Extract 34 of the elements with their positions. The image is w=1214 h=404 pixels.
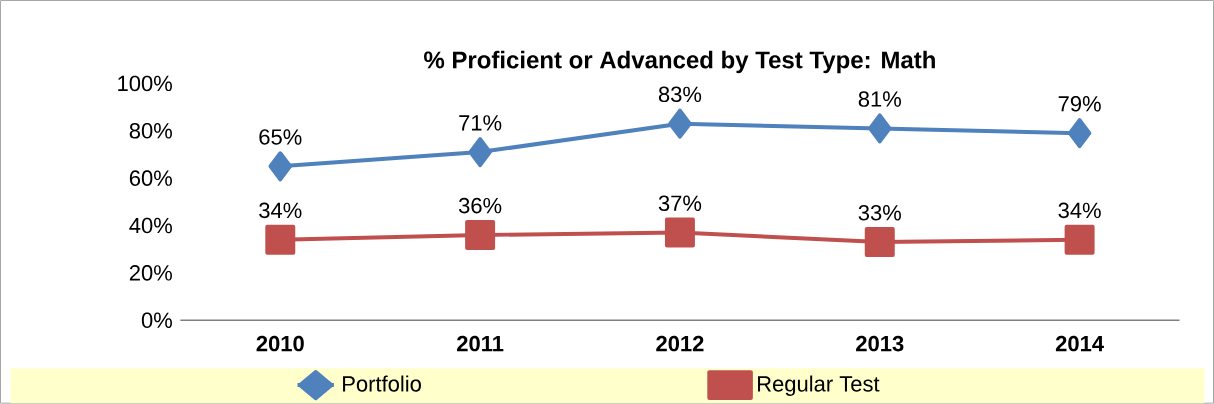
y-tick-label: 20% — [129, 265, 172, 281]
data-label: 65% — [259, 129, 302, 145]
y-tick-label: 60% — [129, 170, 172, 187]
point — [1067, 118, 1092, 149]
x-tick-label: 2014 — [1055, 335, 1104, 352]
point — [268, 151, 293, 182]
y-tick-label: 0% — [141, 312, 172, 329]
data-label: 37% — [658, 195, 702, 212]
data-label: 34% — [259, 202, 302, 219]
data-label: 81% — [858, 91, 901, 108]
legend-label: Regular Test — [758, 375, 880, 397]
point — [864, 227, 895, 258]
x-tick-label: 2013 — [856, 335, 904, 352]
x-tick-label: 2011 — [457, 335, 504, 352]
data-label: 79% — [1058, 96, 1101, 112]
y-tick-label: 80% — [129, 123, 172, 139]
point — [868, 113, 892, 144]
legend-label: Portfolio — [343, 375, 421, 392]
x-tick-label: 2012 — [656, 335, 704, 352]
point — [265, 224, 296, 255]
y-tick-label: 100% — [118, 75, 172, 92]
chart-title: % Proficient or Advanced by Test Type: Math — [424, 50, 935, 74]
point — [468, 137, 492, 168]
point — [465, 220, 496, 251]
x-tick-label: 2010 — [256, 335, 304, 352]
point — [664, 217, 695, 248]
data-label: 83% — [658, 86, 702, 103]
data-label: 36% — [458, 198, 502, 214]
point — [668, 108, 692, 139]
data-label: 34% — [1058, 202, 1101, 219]
y-tick-label: 40% — [129, 217, 172, 234]
data-label: 71% — [459, 115, 502, 131]
data-label: 33% — [858, 205, 901, 221]
point — [1064, 224, 1095, 255]
